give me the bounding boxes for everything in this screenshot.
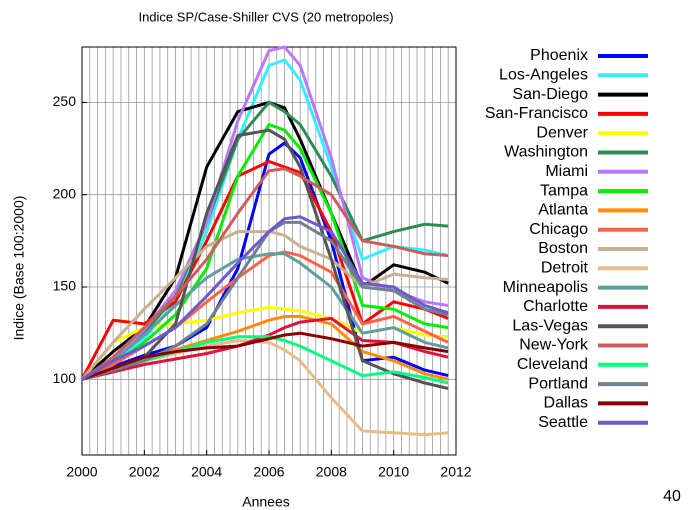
y-tick-label: 150 <box>53 278 77 294</box>
legend-label: Charlotte <box>523 298 588 315</box>
x-tick-label: 2004 <box>191 464 222 480</box>
series-line <box>80 230 449 381</box>
legend-label: Cleveland <box>517 356 588 373</box>
x-tick-label: 2010 <box>378 464 409 480</box>
legend-label: Miami <box>545 163 588 180</box>
legend-label: New-York <box>519 337 589 354</box>
chart-title: Indice SP/Case-Shiller CVS (20 metropole… <box>138 9 393 24</box>
x-tick-label: 2002 <box>129 464 160 480</box>
y-tick-label: 200 <box>53 185 77 201</box>
y-axis-label: Indice (Base 100:2000) <box>11 196 27 341</box>
x-tick-label: 2006 <box>253 464 284 480</box>
legend-label: Phoenix <box>530 47 588 64</box>
y-tick-label: 250 <box>53 93 77 109</box>
legend-label: Portland <box>528 375 588 392</box>
series-line <box>81 167 449 381</box>
series-line <box>81 215 449 381</box>
legend-label: Las-Vegas <box>512 317 588 334</box>
legend-label: Seattle <box>538 414 588 431</box>
legend-label: San-Diego <box>512 86 588 103</box>
legend-label: San-Francisco <box>485 105 588 122</box>
x-tick-label: 2000 <box>66 464 97 480</box>
x-axis-label: Annees <box>242 494 289 510</box>
series-line <box>81 331 449 381</box>
series-line <box>80 160 449 381</box>
y-tick-label: 100 <box>53 370 77 386</box>
legend-label: Chicago <box>529 221 588 238</box>
legend-label: Boston <box>538 240 588 257</box>
legend-label: Washington <box>504 144 588 161</box>
page-number: 40 <box>663 488 681 505</box>
legend-label: Atlanta <box>538 202 588 219</box>
legend-label: Dallas <box>544 395 588 412</box>
x-tick-label: 2008 <box>316 464 347 480</box>
series-line <box>81 123 449 381</box>
legend-label: Tampa <box>540 182 588 199</box>
series-line <box>81 252 449 381</box>
x-tick-label: 2012 <box>440 464 471 480</box>
legend-label: Minneapolis <box>503 279 588 296</box>
legend-label: Los-Angeles <box>499 67 588 84</box>
legend-label: Detroit <box>541 260 589 277</box>
series-line <box>81 100 449 381</box>
plot-frame <box>81 46 457 456</box>
series-line <box>81 58 449 381</box>
legend-label: Denver <box>536 124 588 141</box>
